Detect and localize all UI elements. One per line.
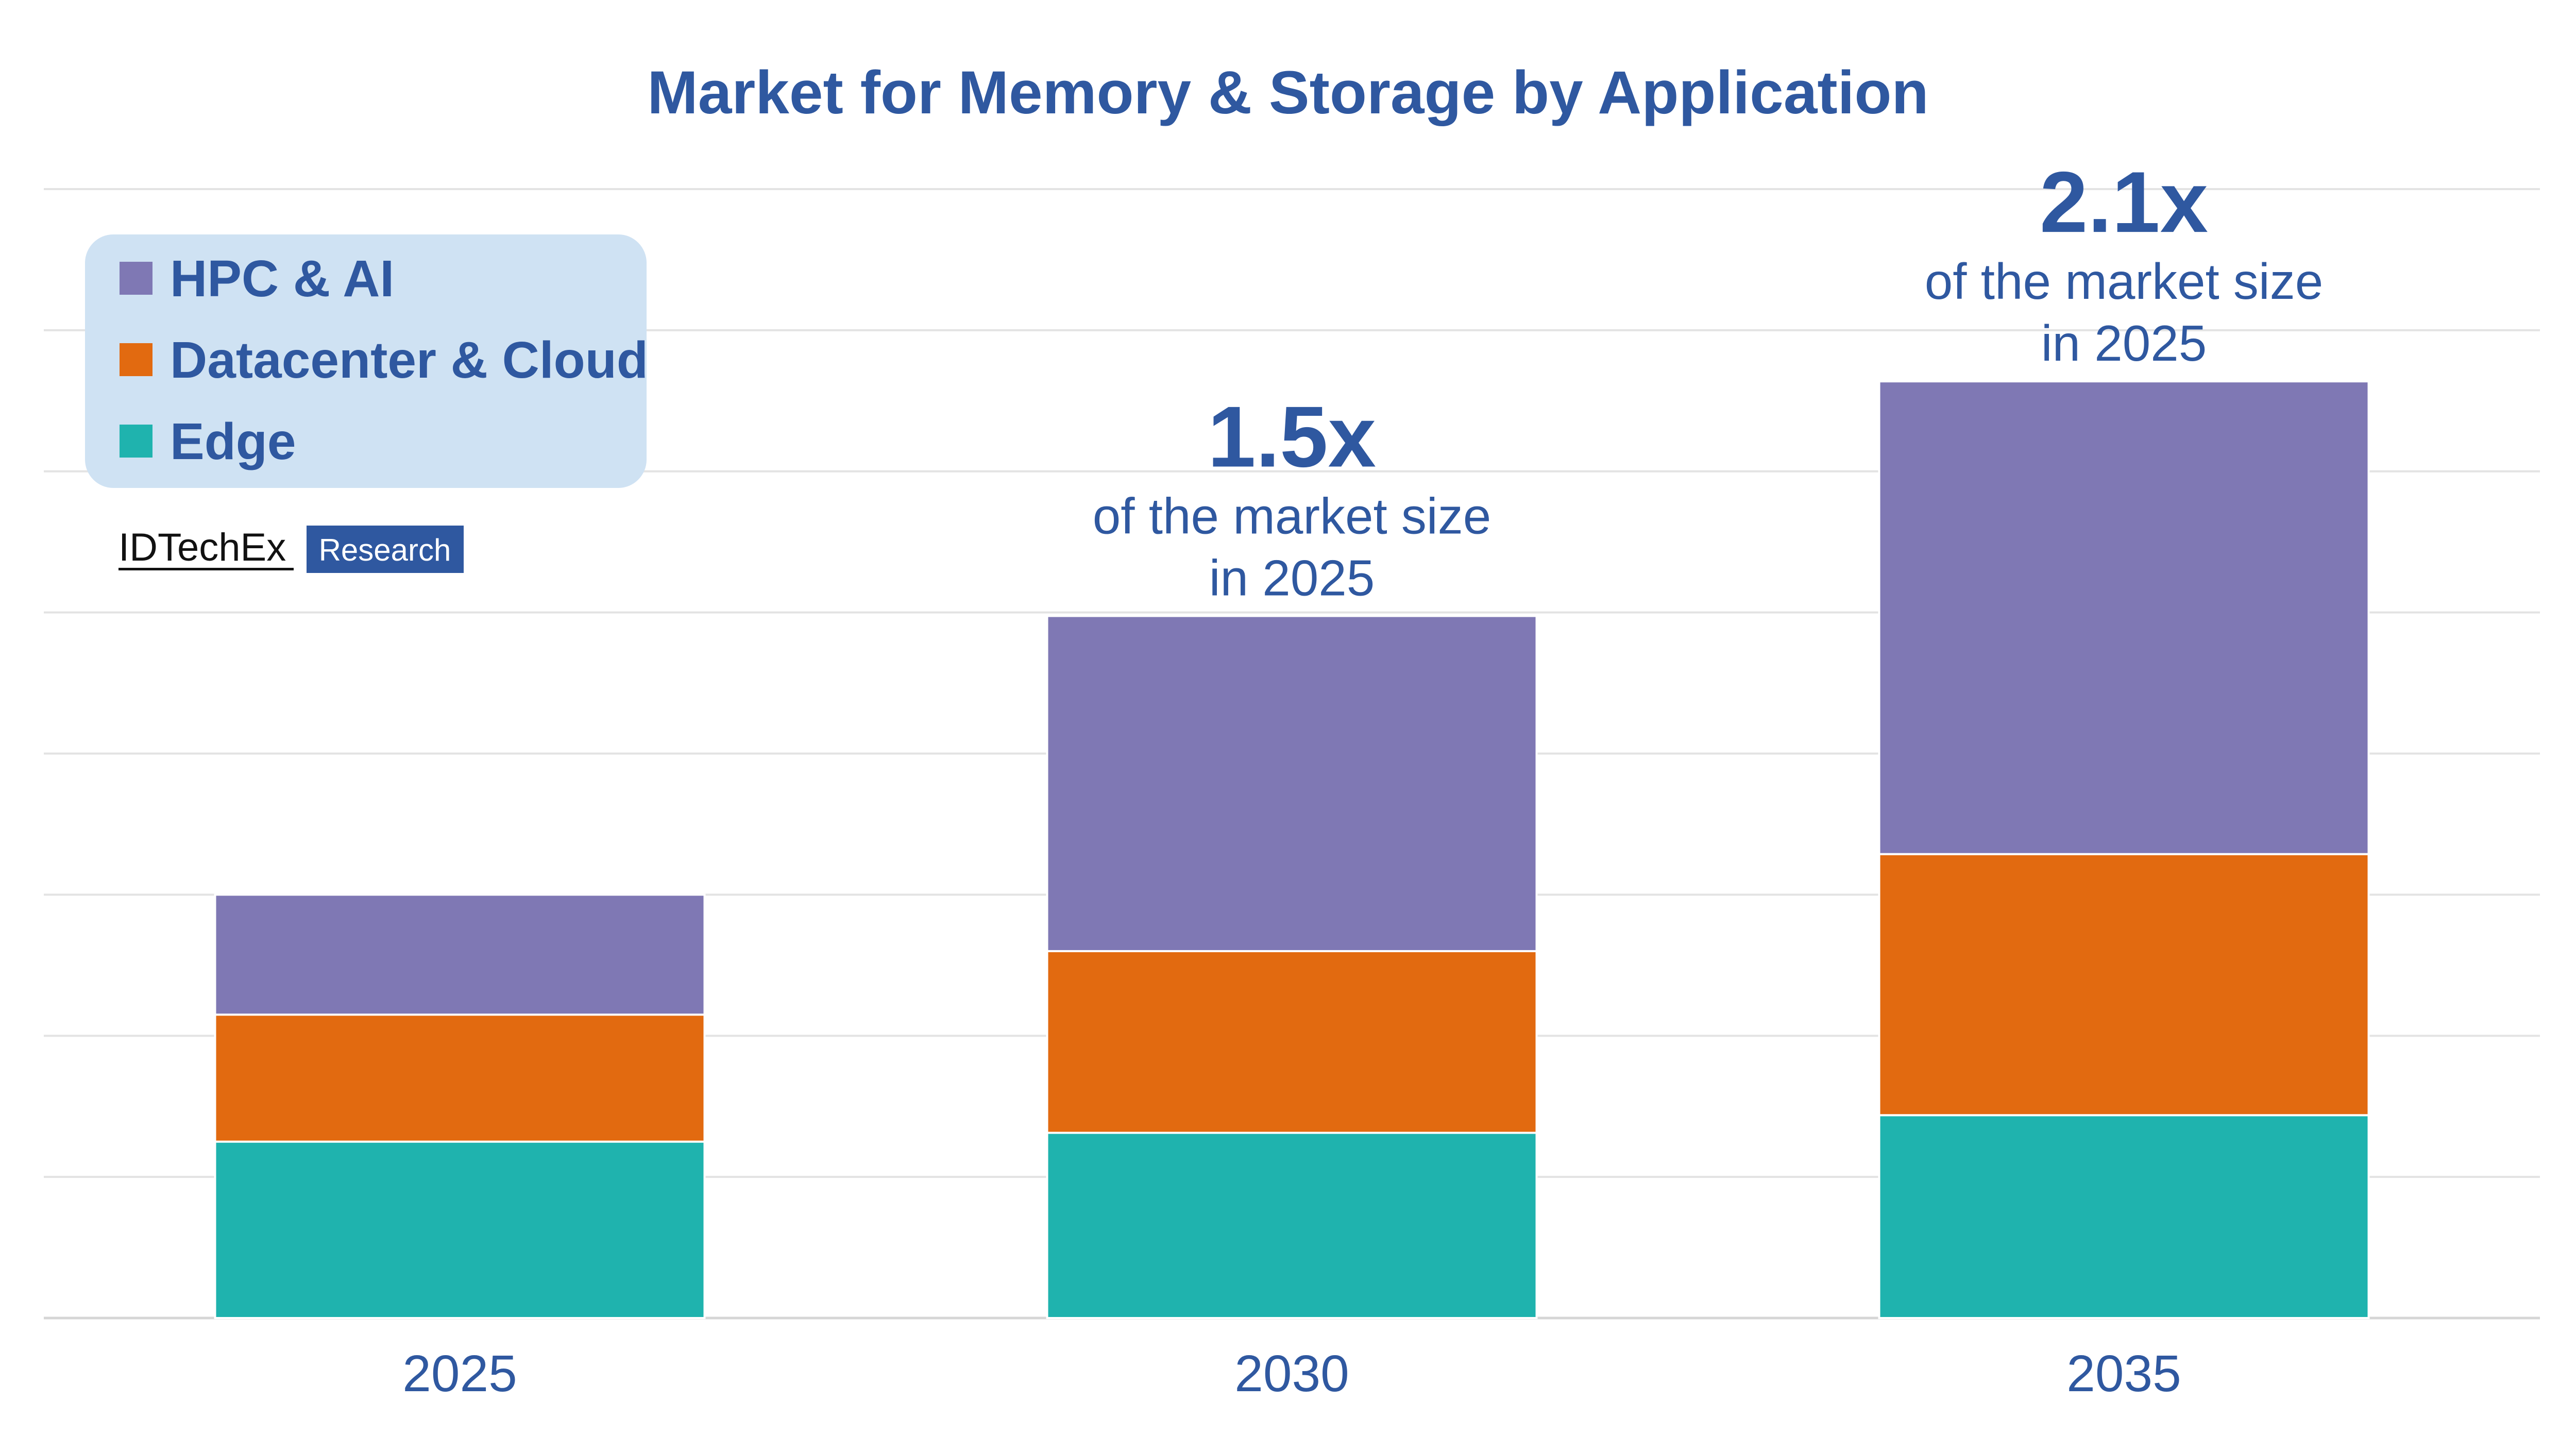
legend-swatch [120,262,152,295]
x-axis: 2025 2030 2035 [402,1345,2181,1403]
legend-swatch [120,343,152,376]
brand-tag: Research [319,533,451,567]
brand-name: IDTechEx [118,526,286,569]
bar-segment [1046,950,1538,1134]
bars [214,380,2370,1319]
annotation-multiplier: 1.5x [1208,388,1376,485]
brand-tag-background [307,526,464,573]
annotation-line: in 2025 [2041,315,2207,372]
brand-underline [118,568,294,570]
bar-segment [1046,615,1538,952]
bar-segment [214,893,706,1016]
legend-label: Edge [170,413,296,470]
bar-segment [214,1014,706,1143]
annotation-line: in 2025 [1209,549,1375,606]
legend-label: HPC & AI [170,250,394,308]
legend-background [85,234,647,488]
legend-swatch [120,425,152,458]
annotation-line: of the market size [1925,253,2323,310]
legend: HPC & AI Datacenter & Cloud Edge [85,234,648,488]
annotation-multiplier: 2.1x [2040,154,2208,250]
x-tick-label: 2030 [1234,1345,1349,1403]
bar-segment [1878,853,2370,1117]
bar-segment [1878,380,2370,855]
bar-segment [214,1140,706,1319]
brand-logo: IDTechEx Research [118,526,464,573]
x-tick-label: 2035 [2066,1345,2181,1403]
chart-title: Market for Memory & Storage by Applicati… [647,59,1928,127]
legend-items: HPC & AI Datacenter & Cloud Edge [120,250,648,470]
legend-label: Datacenter & Cloud [170,331,648,389]
bar-segment [1878,1114,2370,1319]
annotation-line: of the market size [1093,487,1491,544]
bar-segment [1046,1132,1538,1319]
x-tick-label: 2025 [402,1345,517,1403]
